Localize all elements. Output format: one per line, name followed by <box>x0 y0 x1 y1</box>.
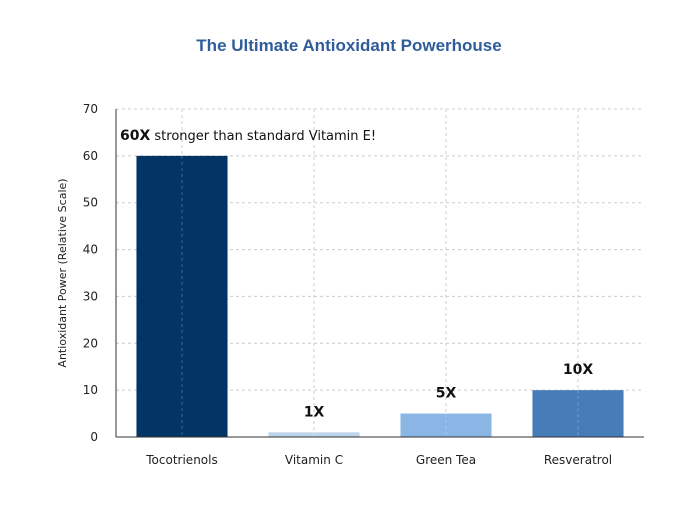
y-tick-label: 10 <box>83 383 98 397</box>
x-tick-label: Tocotrienols <box>145 453 217 467</box>
chart-title: The Ultimate Antioxidant Powerhouse <box>196 36 502 55</box>
data-label: 1X <box>304 404 325 420</box>
y-tick-label: 0 <box>90 430 98 444</box>
x-tick-label: Resveratrol <box>544 453 612 467</box>
y-tick-label: 60 <box>83 149 98 163</box>
x-tick-label: Vitamin C <box>285 453 343 467</box>
data-label: 60X stronger than standard Vitamin E! <box>120 128 376 144</box>
data-label: 5X <box>436 386 457 402</box>
y-tick-label: 20 <box>83 336 98 350</box>
y-tick-label: 40 <box>83 243 98 257</box>
bar <box>268 432 360 437</box>
y-tick-label: 50 <box>83 196 98 210</box>
y-tick-label: 70 <box>83 102 98 116</box>
bar <box>400 413 492 437</box>
y-axis-label: Antioxidant Power (Relative Scale) <box>56 178 69 367</box>
x-tick-label: Green Tea <box>416 453 476 467</box>
data-label: 10X <box>563 362 593 378</box>
y-tick-label: 30 <box>83 289 98 303</box>
bar <box>532 390 624 437</box>
bar <box>136 155 228 437</box>
